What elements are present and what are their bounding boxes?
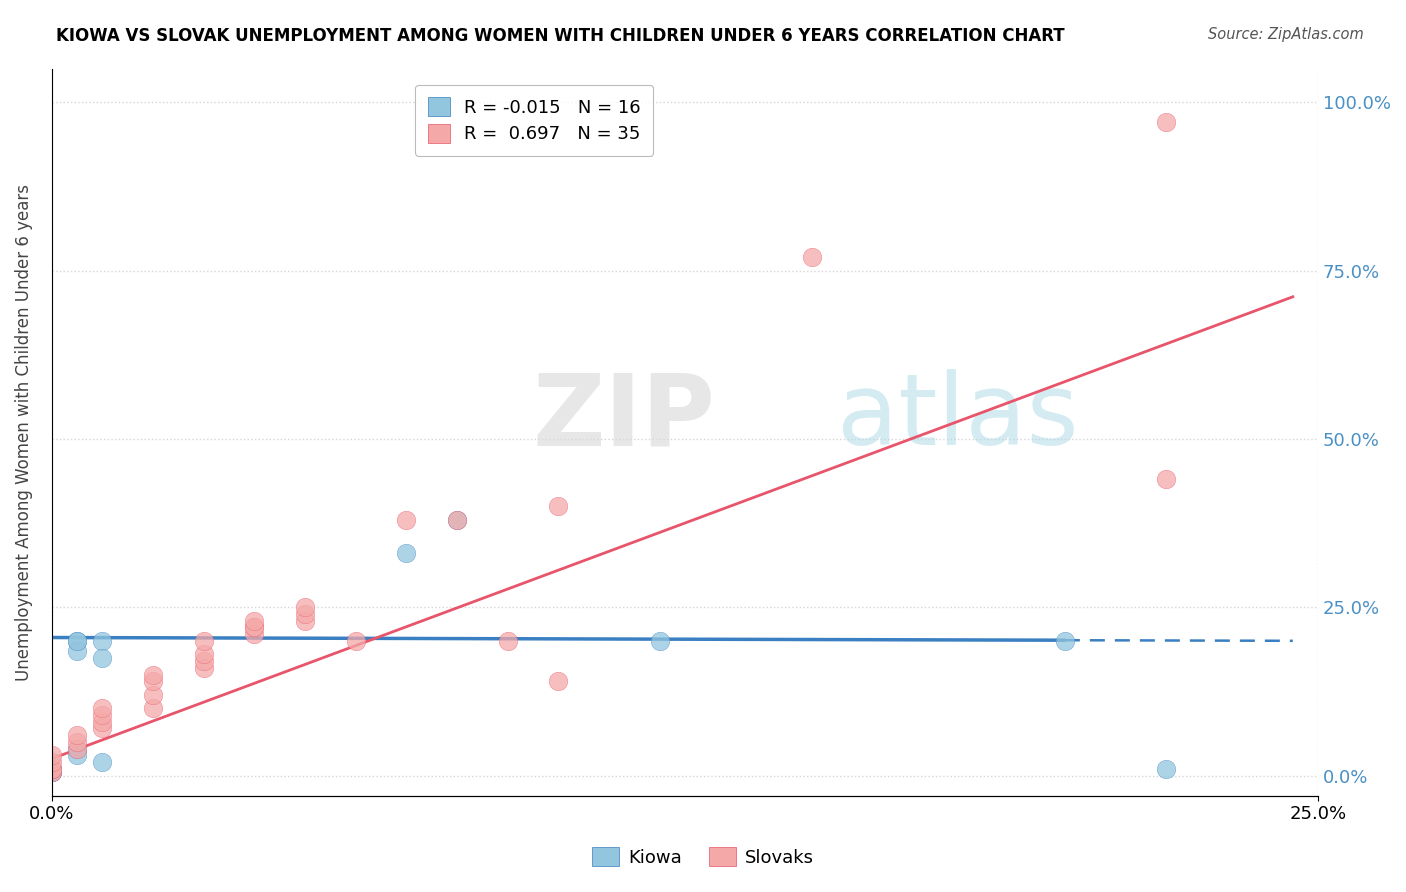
Point xyxy=(395,546,418,560)
Point xyxy=(66,728,89,742)
Point xyxy=(91,708,114,723)
Legend: Kiowa, Slovaks: Kiowa, Slovaks xyxy=(585,840,821,874)
Point xyxy=(41,748,63,763)
Point xyxy=(243,620,266,634)
Point xyxy=(294,607,316,621)
Point xyxy=(66,644,89,658)
Point xyxy=(41,765,63,780)
Point xyxy=(91,722,114,736)
Legend: R = -0.015   N = 16, R =  0.697   N = 35: R = -0.015 N = 16, R = 0.697 N = 35 xyxy=(415,85,654,156)
Point xyxy=(193,648,215,662)
Point xyxy=(547,499,569,513)
Text: atlas: atlas xyxy=(837,369,1078,467)
Point xyxy=(1154,472,1177,486)
Point xyxy=(66,748,89,763)
Point xyxy=(41,765,63,780)
Point xyxy=(294,600,316,615)
Point xyxy=(344,633,367,648)
Point xyxy=(41,762,63,776)
Point xyxy=(1053,633,1076,648)
Point xyxy=(800,250,823,264)
Point xyxy=(294,614,316,628)
Point xyxy=(446,513,468,527)
Point xyxy=(142,667,165,681)
Text: Source: ZipAtlas.com: Source: ZipAtlas.com xyxy=(1208,27,1364,42)
Point xyxy=(41,762,63,776)
Point xyxy=(41,762,63,776)
Point xyxy=(66,741,89,756)
Point xyxy=(66,735,89,749)
Point xyxy=(1154,762,1177,776)
Point xyxy=(91,633,114,648)
Text: KIOWA VS SLOVAK UNEMPLOYMENT AMONG WOMEN WITH CHILDREN UNDER 6 YEARS CORRELATION: KIOWA VS SLOVAK UNEMPLOYMENT AMONG WOMEN… xyxy=(56,27,1064,45)
Point xyxy=(193,633,215,648)
Point xyxy=(66,633,89,648)
Point xyxy=(193,661,215,675)
Point xyxy=(496,633,519,648)
Point xyxy=(243,627,266,641)
Point xyxy=(243,620,266,634)
Point xyxy=(395,513,418,527)
Point xyxy=(547,674,569,689)
Point xyxy=(91,650,114,665)
Y-axis label: Unemployment Among Women with Children Under 6 years: Unemployment Among Women with Children U… xyxy=(15,184,32,681)
Point xyxy=(91,714,114,729)
Point xyxy=(648,633,671,648)
Point xyxy=(142,688,165,702)
Text: ZIP: ZIP xyxy=(533,369,716,467)
Point xyxy=(142,701,165,715)
Point xyxy=(66,633,89,648)
Point xyxy=(446,513,468,527)
Point xyxy=(41,765,63,780)
Point xyxy=(243,614,266,628)
Point xyxy=(66,741,89,756)
Point xyxy=(41,755,63,769)
Point xyxy=(1154,115,1177,129)
Point xyxy=(142,674,165,689)
Point xyxy=(91,755,114,769)
Point xyxy=(91,701,114,715)
Point xyxy=(193,654,215,668)
